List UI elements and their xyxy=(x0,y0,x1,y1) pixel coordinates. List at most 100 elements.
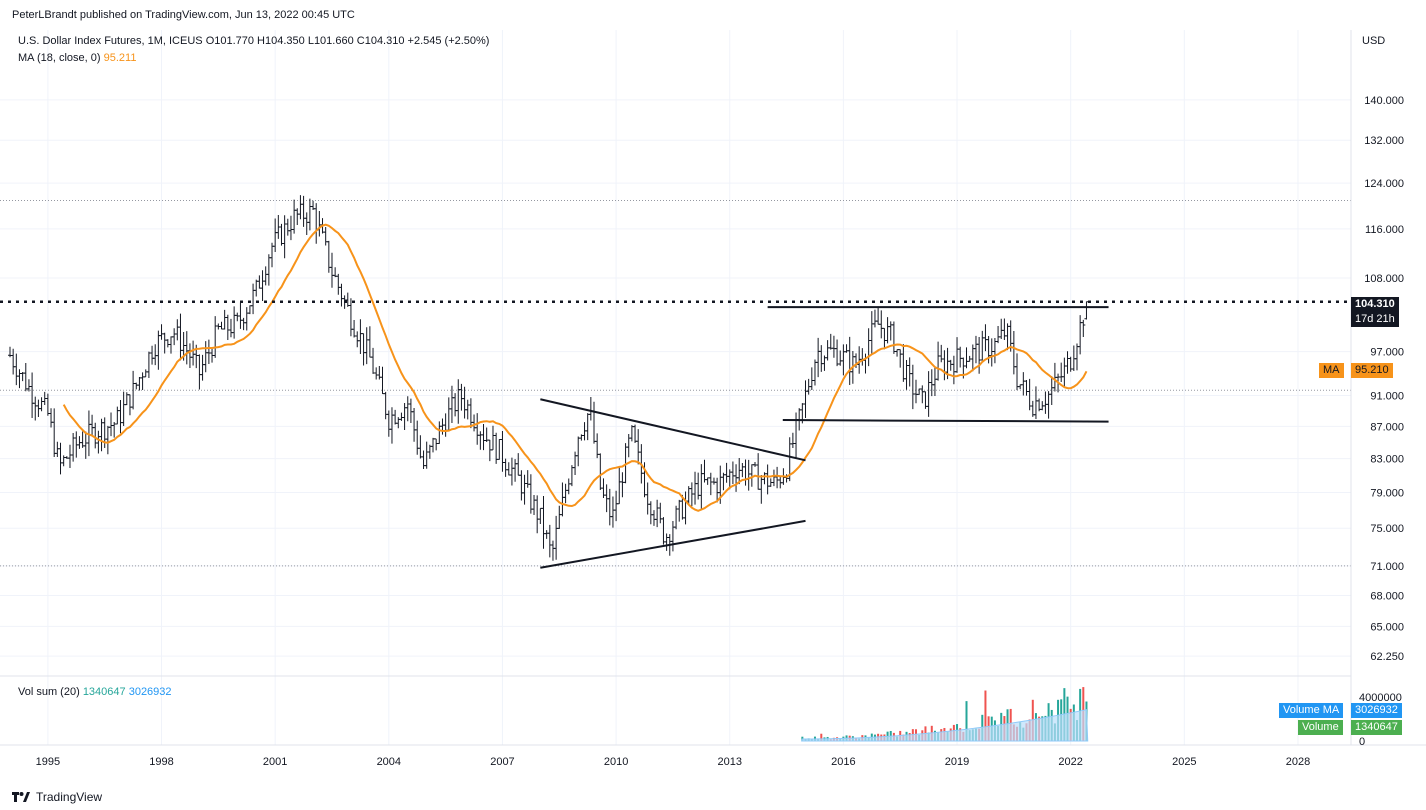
price-tick-label: 83.000 xyxy=(1370,454,1404,466)
price-bar xyxy=(550,540,555,561)
price-bar xyxy=(159,324,164,340)
price-bar xyxy=(655,499,660,528)
price-bar xyxy=(869,311,874,355)
price-bar xyxy=(705,477,710,485)
price-tick-label: 97.000 xyxy=(1370,347,1404,359)
price-bar xyxy=(83,431,88,459)
price-bar xyxy=(920,385,925,404)
price-bar xyxy=(819,345,824,372)
price-bar xyxy=(576,436,581,467)
footer-brand[interactable]: TradingView xyxy=(12,790,102,804)
price-bar xyxy=(134,382,139,390)
ma-legend[interactable]: MA (18, close, 0) 95.211 xyxy=(18,52,136,64)
price-bar xyxy=(55,441,60,457)
price-bar xyxy=(929,369,934,397)
price-bar xyxy=(541,495,546,549)
time-tick-label: 2007 xyxy=(490,756,514,768)
price-bar xyxy=(711,477,716,485)
price-bar xyxy=(513,459,518,482)
price-bar xyxy=(150,345,155,365)
price-bar xyxy=(500,430,505,472)
drawings xyxy=(0,300,1351,569)
trendline xyxy=(782,419,1109,423)
price-bar xyxy=(352,320,357,338)
price-bar xyxy=(200,354,205,381)
price-tick-label: 65.000 xyxy=(1370,621,1404,633)
price-bar xyxy=(301,195,306,227)
price-bar xyxy=(405,396,410,422)
price-bar xyxy=(948,359,953,371)
price-bar xyxy=(251,283,256,315)
price-tick-label: 91.000 xyxy=(1370,390,1404,402)
price-bar xyxy=(1024,380,1029,396)
currency-label: USD xyxy=(1362,35,1386,47)
price-bar xyxy=(724,462,729,483)
price-bar xyxy=(765,464,770,495)
time-tick-label: 2013 xyxy=(718,756,742,768)
price-bar xyxy=(1033,386,1038,420)
price-bar xyxy=(168,336,173,354)
price-bar xyxy=(588,396,593,421)
price-bar xyxy=(124,392,129,406)
price-bar xyxy=(367,326,372,358)
price-bar xyxy=(926,371,931,417)
price-bar xyxy=(490,425,495,451)
price-bar xyxy=(279,223,284,246)
price-tick-label: 75.000 xyxy=(1370,523,1404,535)
time-tick-label: 1995 xyxy=(36,756,60,768)
price-bar xyxy=(247,305,252,315)
time-tick-label: 2019 xyxy=(945,756,969,768)
price-bar xyxy=(336,273,341,295)
price-bar xyxy=(693,471,698,505)
price-bar xyxy=(670,521,675,552)
price-bar xyxy=(393,409,398,425)
price-bar xyxy=(228,318,233,338)
volume-value-tag: 1340647 xyxy=(1351,720,1402,735)
price-bar xyxy=(273,218,278,253)
price-bar xyxy=(522,474,527,505)
symbol-name[interactable]: U.S. Dollar Index Futures, 1M, ICEUS xyxy=(18,35,203,47)
price-bar xyxy=(282,215,287,259)
price-bar xyxy=(563,483,568,504)
price-bar xyxy=(857,346,862,374)
price-bar xyxy=(746,459,751,491)
volume-ma-axis-label: Volume MA xyxy=(1279,703,1344,718)
price-bar xyxy=(1018,384,1023,390)
price-bar xyxy=(661,517,666,545)
price-bar xyxy=(222,309,227,330)
price-bar xyxy=(26,379,31,392)
price-bar xyxy=(573,451,578,476)
price-bar xyxy=(462,386,467,419)
price-bar xyxy=(140,372,145,390)
price-bar xyxy=(677,499,682,522)
price-bar xyxy=(951,355,956,385)
price-bar xyxy=(1059,362,1064,382)
price-bar xyxy=(964,347,969,369)
volume-legend[interactable]: Vol sum (20) 1340647 3026932 xyxy=(18,686,172,698)
price-bar xyxy=(219,321,224,330)
price-bar xyxy=(203,341,208,373)
price-bar xyxy=(936,341,941,381)
price-bar xyxy=(847,336,852,386)
price-bar xyxy=(238,302,243,329)
price-bar xyxy=(386,410,391,437)
price-bar xyxy=(431,437,436,453)
price-bar xyxy=(910,364,915,410)
price-bar xyxy=(165,339,170,348)
price-bar xyxy=(1011,330,1016,375)
footer-brand-text: TradingView xyxy=(36,790,103,804)
price-bar xyxy=(449,385,454,424)
price-bar xyxy=(127,394,132,416)
price-bar xyxy=(907,357,912,387)
price-bar xyxy=(904,359,909,390)
price-bar xyxy=(708,472,713,496)
price-bar xyxy=(71,433,76,462)
price-bar xyxy=(664,533,669,551)
price-bar xyxy=(538,507,543,524)
price-bar xyxy=(895,349,900,357)
price-bar xyxy=(554,515,559,560)
price-bar xyxy=(475,413,480,445)
price-bar xyxy=(812,359,817,386)
price-bar xyxy=(153,344,158,366)
